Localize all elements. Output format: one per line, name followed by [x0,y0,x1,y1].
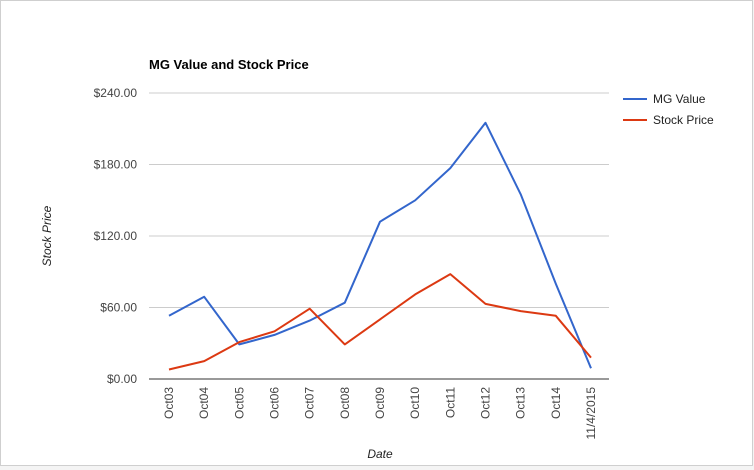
legend-label-stock-price: Stock Price [653,113,714,127]
x-tick-label: Oct03 [162,387,176,419]
y-axis-ticks: $0.00 $60.00 $120.00 $180.00 $240.00 [94,86,138,386]
series-line-stock-price [168,273,592,371]
x-tick-label: Oct04 [197,387,211,419]
legend-label-mg-value: MG Value [653,92,706,106]
series-line-mg-value [168,121,592,369]
x-tick-label: Oct14 [549,387,563,419]
chart-title: MG Value and Stock Price [149,57,309,72]
x-tick-label: Oct11 [443,387,457,418]
y-tick-label: $0.00 [107,372,137,386]
x-tick-label: 11/4/2015 [584,387,598,440]
y-tick-label: $60.00 [100,301,137,315]
series-lines [168,121,592,371]
x-tick-label: Oct13 [514,387,528,419]
x-tick-label: Oct12 [479,387,493,419]
x-tick-label: Oct09 [373,387,387,419]
y-axis-title: Stock Price [40,205,54,266]
x-axis-title: Date [367,447,393,461]
x-tick-label: Oct07 [303,387,317,419]
y-tick-label: $120.00 [94,229,138,243]
legend: MG Value Stock Price [623,92,714,127]
x-tick-label: Oct05 [232,387,246,419]
y-tick-label: $240.00 [94,86,138,100]
x-axis-ticks: Oct03 Oct04 Oct05 Oct06 Oct07 Oct08 Oct09 Oct10… [162,387,598,440]
x-tick-label: Oct06 [268,387,282,419]
gridlines [149,92,609,380]
y-tick-label: $180.00 [94,158,138,172]
x-tick-label: Oct08 [338,387,352,419]
x-tick-label: Oct10 [408,387,422,419]
